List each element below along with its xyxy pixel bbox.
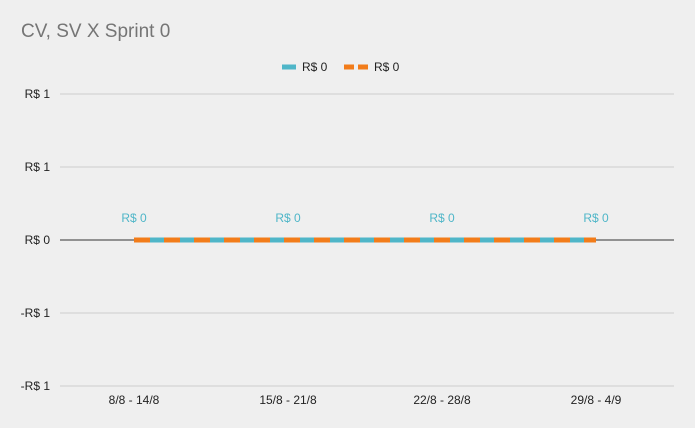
data-label: R$ 0 [583,211,609,225]
y-tick-label: -R$ 1 [21,306,51,320]
y-tick-label: R$ 1 [25,160,51,174]
y-tick-label: R$ 0 [25,233,51,247]
x-tick-label: 29/8 - 4/9 [571,393,622,407]
data-label: R$ 0 [275,211,301,225]
y-tick-label: -R$ 1 [21,379,51,393]
data-label: R$ 0 [429,211,455,225]
chart-title: CV, SV X Sprint 0 [21,21,171,42]
x-tick-label: 15/8 - 21/8 [259,393,317,407]
x-tick-label: 22/8 - 28/8 [413,393,471,407]
legend-label-1: R$ 0 [302,60,328,74]
x-tick-label: 8/8 - 14/8 [109,393,160,407]
y-tick-label: R$ 1 [25,87,51,101]
legend-label-2: R$ 0 [374,60,400,74]
data-label: R$ 0 [121,211,147,225]
